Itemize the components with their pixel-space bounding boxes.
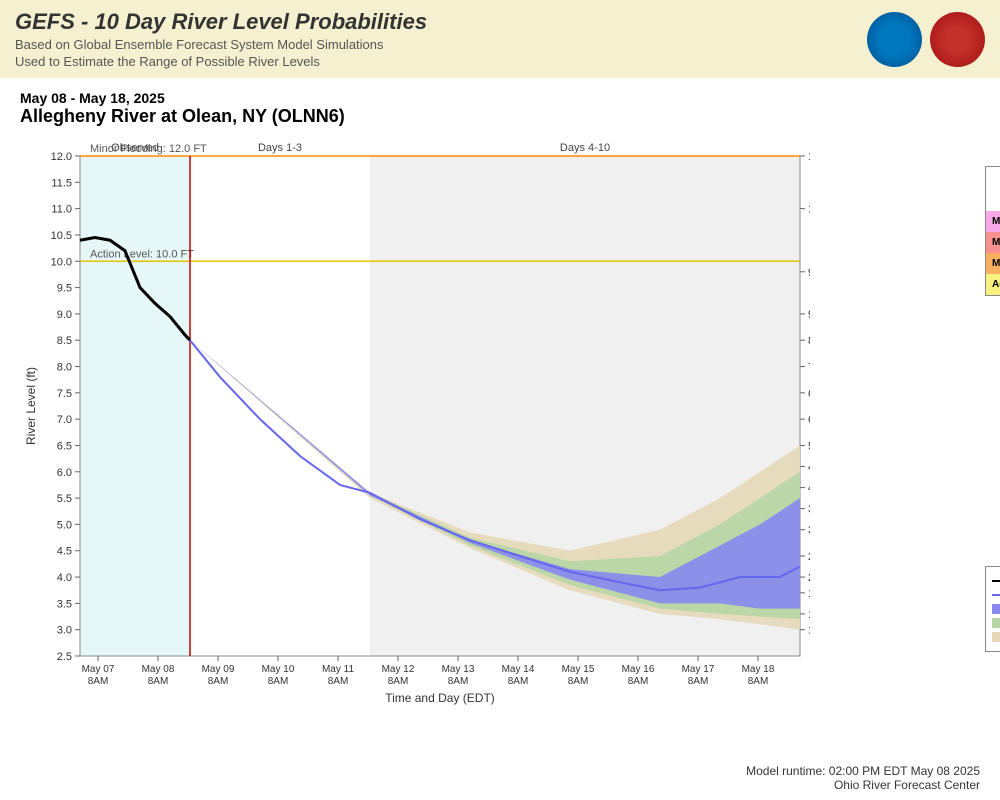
legend-item: observed (992, 575, 1000, 587)
svg-text:Days 4-10: Days 4-10 (560, 142, 610, 154)
svg-text:8AM: 8AM (88, 676, 109, 687)
svg-text:13,000: 13,000 (808, 151, 810, 163)
svg-text:8.5: 8.5 (57, 335, 72, 347)
model-runtime: Model runtime: 02:00 PM EDT May 08 2025 (746, 764, 980, 778)
svg-text:8AM: 8AM (628, 676, 649, 687)
svg-text:8AM: 8AM (268, 676, 289, 687)
svg-text:8AM: 8AM (508, 676, 529, 687)
svg-text:6,900: 6,900 (808, 388, 810, 400)
svg-text:6,200: 6,200 (808, 414, 810, 426)
svg-text:10.5: 10.5 (51, 230, 72, 242)
legend-item: more likely 10-25% (992, 617, 1000, 629)
prob-table-title: 10-Day Chance of Exceeding Flood Categor… (986, 167, 1000, 211)
svg-text:12,000: 12,000 (808, 204, 810, 216)
svg-text:May 07: May 07 (82, 664, 115, 675)
svg-text:May 10: May 10 (262, 664, 295, 675)
svg-text:1,400: 1,400 (808, 609, 810, 621)
river-chart: ObservedDays 1-3Days 4-102.53.03.54.04.5… (20, 136, 810, 726)
svg-text:8AM: 8AM (748, 676, 769, 687)
svg-text:Time and Day (EDT): Time and Day (EDT) (385, 691, 495, 705)
svg-text:10.0: 10.0 (51, 256, 72, 268)
sub-header: May 08 - May 18, 2025 Allegheny River at… (0, 78, 1000, 131)
svg-text:9,100: 9,100 (808, 309, 810, 321)
svg-text:May 14: May 14 (502, 664, 535, 675)
svg-text:4.0: 4.0 (57, 572, 72, 584)
prob-table-row: Minor (12 ft)< 5% (986, 253, 1000, 274)
prob-table-row: Mod (17 ft)< 5% (986, 232, 1000, 253)
svg-text:4.5: 4.5 (57, 546, 72, 558)
prob-table-row: Major (23 ft)< 5% (986, 211, 1000, 232)
svg-text:May 08: May 08 (142, 664, 175, 675)
header-text: GEFS - 10 Day River Level Probabilities … (15, 9, 427, 69)
probability-table: 10-Day Chance of Exceeding Flood Categor… (985, 166, 1000, 296)
subtitle-2: Used to Estimate the Range of Possible R… (15, 54, 427, 69)
page-title: GEFS - 10 Day River Level Probabilities (15, 9, 427, 35)
svg-text:May 15: May 15 (562, 664, 595, 675)
header-logos (867, 12, 985, 67)
svg-text:4,300: 4,300 (808, 483, 810, 495)
date-range: May 08 - May 18, 2025 (20, 90, 980, 106)
svg-text:11.0: 11.0 (51, 204, 72, 216)
svg-text:7.0: 7.0 (57, 414, 72, 426)
footer: Model runtime: 02:00 PM EDT May 08 2025 … (746, 764, 980, 792)
svg-text:8AM: 8AM (388, 676, 409, 687)
svg-text:2,300: 2,300 (808, 572, 810, 584)
svg-text:11.5: 11.5 (51, 177, 72, 189)
svg-text:2,700: 2,700 (808, 551, 810, 563)
nws-logo-icon (930, 12, 985, 67)
svg-text:3.0: 3.0 (57, 625, 72, 637)
noaa-logo-icon (867, 12, 922, 67)
svg-text:May 18: May 18 (742, 664, 775, 675)
svg-text:8AM: 8AM (328, 676, 349, 687)
svg-text:9.0: 9.0 (57, 309, 72, 321)
chart-legend: observed median most likely 25-75% more lik… (985, 566, 1000, 652)
svg-text:8.0: 8.0 (57, 362, 72, 374)
svg-text:8AM: 8AM (448, 676, 469, 687)
svg-text:May 09: May 09 (202, 664, 235, 675)
svg-text:6.0: 6.0 (57, 467, 72, 479)
svg-text:3,800: 3,800 (808, 504, 810, 516)
svg-text:8AM: 8AM (688, 676, 709, 687)
svg-text:7.5: 7.5 (57, 388, 72, 400)
svg-text:9,900: 9,900 (808, 267, 810, 279)
svg-text:May 17: May 17 (682, 664, 715, 675)
svg-text:1,100: 1,100 (808, 625, 810, 637)
svg-text:5.5: 5.5 (57, 493, 72, 505)
chart-container: ObservedDays 1-3Days 4-102.53.03.54.04.5… (20, 136, 980, 726)
svg-text:Days 1-3: Days 1-3 (258, 142, 302, 154)
svg-text:7,600: 7,600 (808, 362, 810, 374)
legend-item: median (992, 589, 1000, 601)
svg-text:3.5: 3.5 (57, 598, 72, 610)
svg-text:6.5: 6.5 (57, 440, 72, 452)
svg-text:May 13: May 13 (442, 664, 475, 675)
forecast-source: Ohio River Forecast Center (746, 778, 980, 792)
svg-text:3,200: 3,200 (808, 525, 810, 537)
header-bar: GEFS - 10 Day River Level Probabilities … (0, 0, 1000, 78)
svg-text:12.0: 12.0 (51, 151, 72, 163)
location-title: Allegheny River at Olean, NY (OLNN6) (20, 106, 980, 127)
svg-text:8,300: 8,300 (808, 335, 810, 347)
svg-text:9.5: 9.5 (57, 283, 72, 295)
svg-text:1,800: 1,800 (808, 588, 810, 600)
svg-text:Minor Flooding: 12.0 FT: Minor Flooding: 12.0 FT (90, 143, 207, 155)
svg-text:May 11: May 11 (322, 664, 354, 675)
svg-text:8AM: 8AM (568, 676, 589, 687)
legend-item: less likely 5-10% (992, 631, 1000, 643)
svg-text:2.5: 2.5 (57, 651, 72, 663)
legend-item: most likely 25-75% (992, 603, 1000, 615)
svg-text:8AM: 8AM (148, 676, 169, 687)
svg-text:5,500: 5,500 (808, 440, 810, 452)
prob-table-row: Action (10 ft)< 5% (986, 274, 1000, 295)
svg-text:May 12: May 12 (382, 664, 415, 675)
svg-text:Action Level: 10.0 FT: Action Level: 10.0 FT (90, 248, 194, 260)
svg-text:4,900: 4,900 (808, 462, 810, 474)
subtitle-1: Based on Global Ensemble Forecast System… (15, 37, 427, 52)
svg-text:River Level (ft): River Level (ft) (24, 367, 38, 445)
svg-text:May 16: May 16 (622, 664, 655, 675)
svg-text:8AM: 8AM (208, 676, 229, 687)
svg-text:5.0: 5.0 (57, 519, 72, 531)
